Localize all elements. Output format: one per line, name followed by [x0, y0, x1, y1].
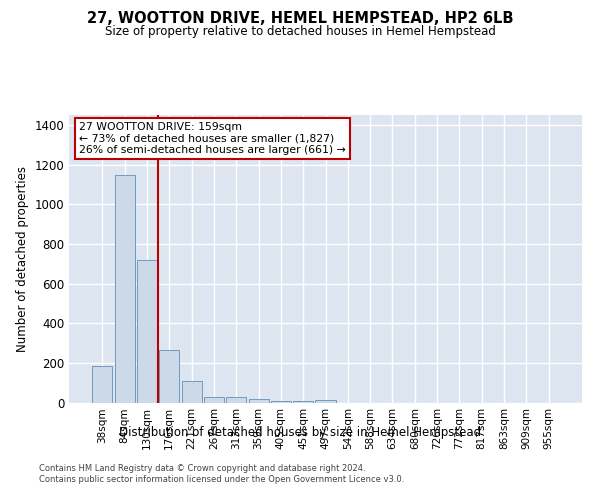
Text: Contains HM Land Registry data © Crown copyright and database right 2024.: Contains HM Land Registry data © Crown c…	[39, 464, 365, 473]
Bar	[316, 400, 335, 402]
Bar	[271, 400, 291, 402]
Bar	[293, 401, 313, 402]
Y-axis label: Number of detached properties: Number of detached properties	[16, 166, 29, 352]
Bar	[137, 260, 157, 402]
Bar	[115, 176, 135, 402]
Text: 27 WOOTTON DRIVE: 159sqm
← 73% of detached houses are smaller (1,827)
26% of sem: 27 WOOTTON DRIVE: 159sqm ← 73% of detach…	[79, 122, 346, 156]
Text: 27, WOOTTON DRIVE, HEMEL HEMPSTEAD, HP2 6LB: 27, WOOTTON DRIVE, HEMEL HEMPSTEAD, HP2 …	[87, 11, 513, 26]
Text: Distribution of detached houses by size in Hemel Hempstead: Distribution of detached houses by size …	[119, 426, 481, 439]
Bar	[248, 399, 269, 402]
Text: Contains public sector information licensed under the Open Government Licence v3: Contains public sector information licen…	[39, 475, 404, 484]
Text: Size of property relative to detached houses in Hemel Hempstead: Size of property relative to detached ho…	[104, 25, 496, 38]
Bar	[182, 380, 202, 402]
Bar	[159, 350, 179, 403]
Bar	[226, 397, 246, 402]
Bar	[92, 366, 112, 403]
Bar	[204, 396, 224, 402]
